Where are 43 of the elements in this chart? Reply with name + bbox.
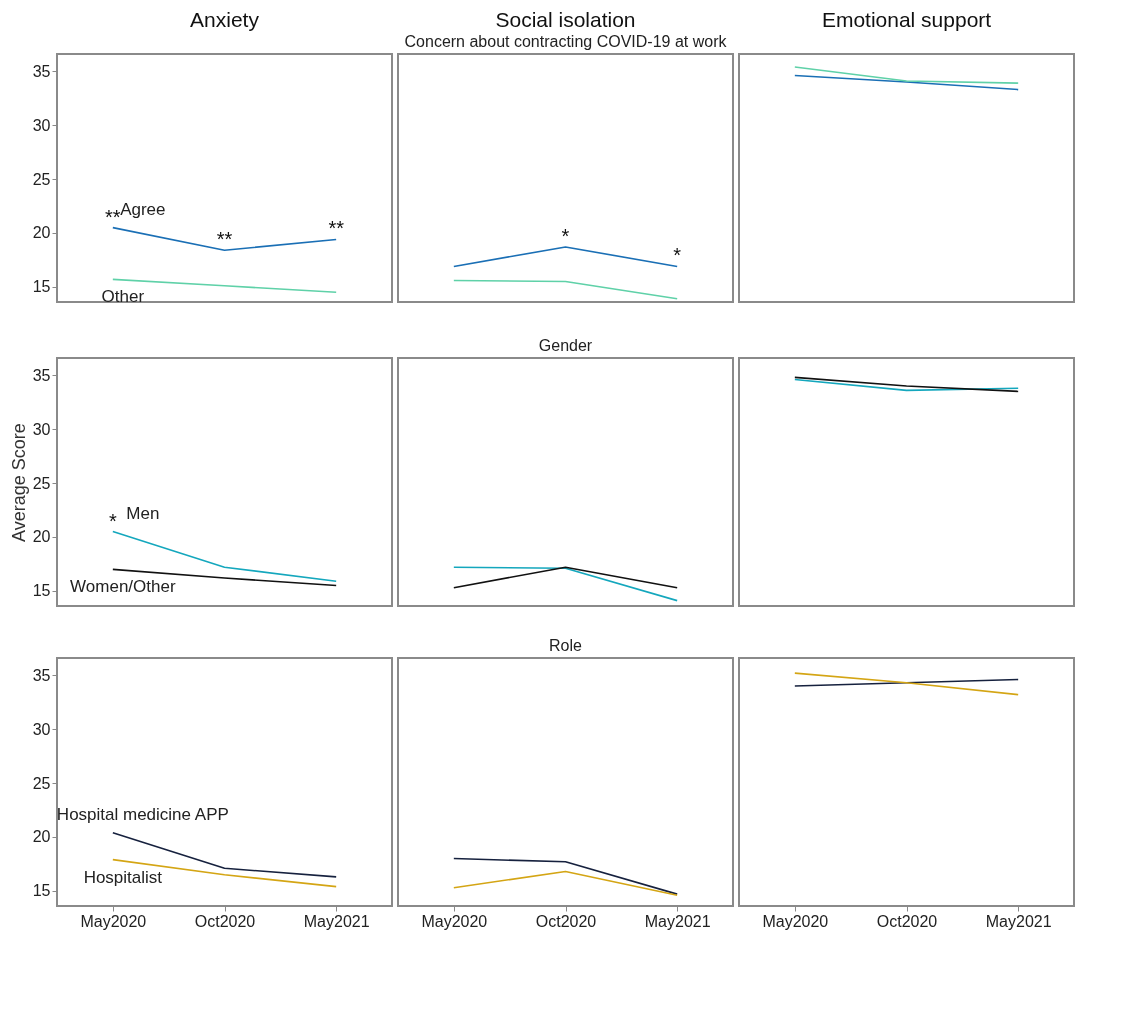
y-tick-label: 20 xyxy=(32,828,51,846)
annotation: ** xyxy=(105,205,121,228)
y-tick-label: 35 xyxy=(32,62,51,80)
series-label: Women/Other xyxy=(70,577,176,597)
y-tick-label: 35 xyxy=(32,666,51,684)
series-label: Hospitalist xyxy=(83,867,163,887)
y-tick-label: 25 xyxy=(32,774,51,792)
y-tick-label: 15 xyxy=(32,582,51,600)
chart-title: Emotional support xyxy=(821,8,992,31)
x-tick-label: May2021 xyxy=(644,912,711,930)
y-tick-label: 25 xyxy=(32,474,51,492)
x-tick-label: Oct2020 xyxy=(194,912,256,930)
y-tick-label: 15 xyxy=(32,882,51,900)
y-tick-label: 35 xyxy=(32,366,51,384)
series-label: Hospital medicine APP xyxy=(56,804,229,824)
series-label: Other xyxy=(101,287,145,307)
chart-title: Social isolation xyxy=(495,8,636,31)
annotation: * xyxy=(561,225,570,248)
chart-subtitle: Gender xyxy=(538,337,593,354)
chart-title: Anxiety xyxy=(190,8,260,31)
y-tick-label: 15 xyxy=(32,278,51,296)
x-tick-label: May2020 xyxy=(421,912,488,930)
x-tick-label: Oct2020 xyxy=(876,912,938,930)
series-label: Men xyxy=(126,503,160,523)
x-tick-label: May2021 xyxy=(303,912,370,930)
chart-subtitle: Concern about contracting COVID-19 at work xyxy=(404,33,728,50)
annotation: ** xyxy=(328,217,345,240)
x-tick-label: May2020 xyxy=(80,912,147,930)
series-label: Agree xyxy=(120,199,166,219)
y-tick-label: 30 xyxy=(32,116,51,134)
x-tick-label: Oct2020 xyxy=(535,912,597,930)
x-tick-label: May2021 xyxy=(985,912,1052,930)
y-tick-label: 30 xyxy=(32,720,51,738)
y-tick-label: 20 xyxy=(32,528,51,546)
y-tick-label: 20 xyxy=(32,224,51,242)
annotation: ** xyxy=(216,228,233,251)
x-tick-label: May2020 xyxy=(762,912,829,930)
y-axis-title: Average Score xyxy=(8,423,29,542)
y-tick-label: 25 xyxy=(32,170,51,188)
chart-subtitle: Role xyxy=(549,637,583,654)
annotation: * xyxy=(673,244,682,267)
y-tick-label: 30 xyxy=(32,420,51,438)
annotation: * xyxy=(108,509,117,532)
